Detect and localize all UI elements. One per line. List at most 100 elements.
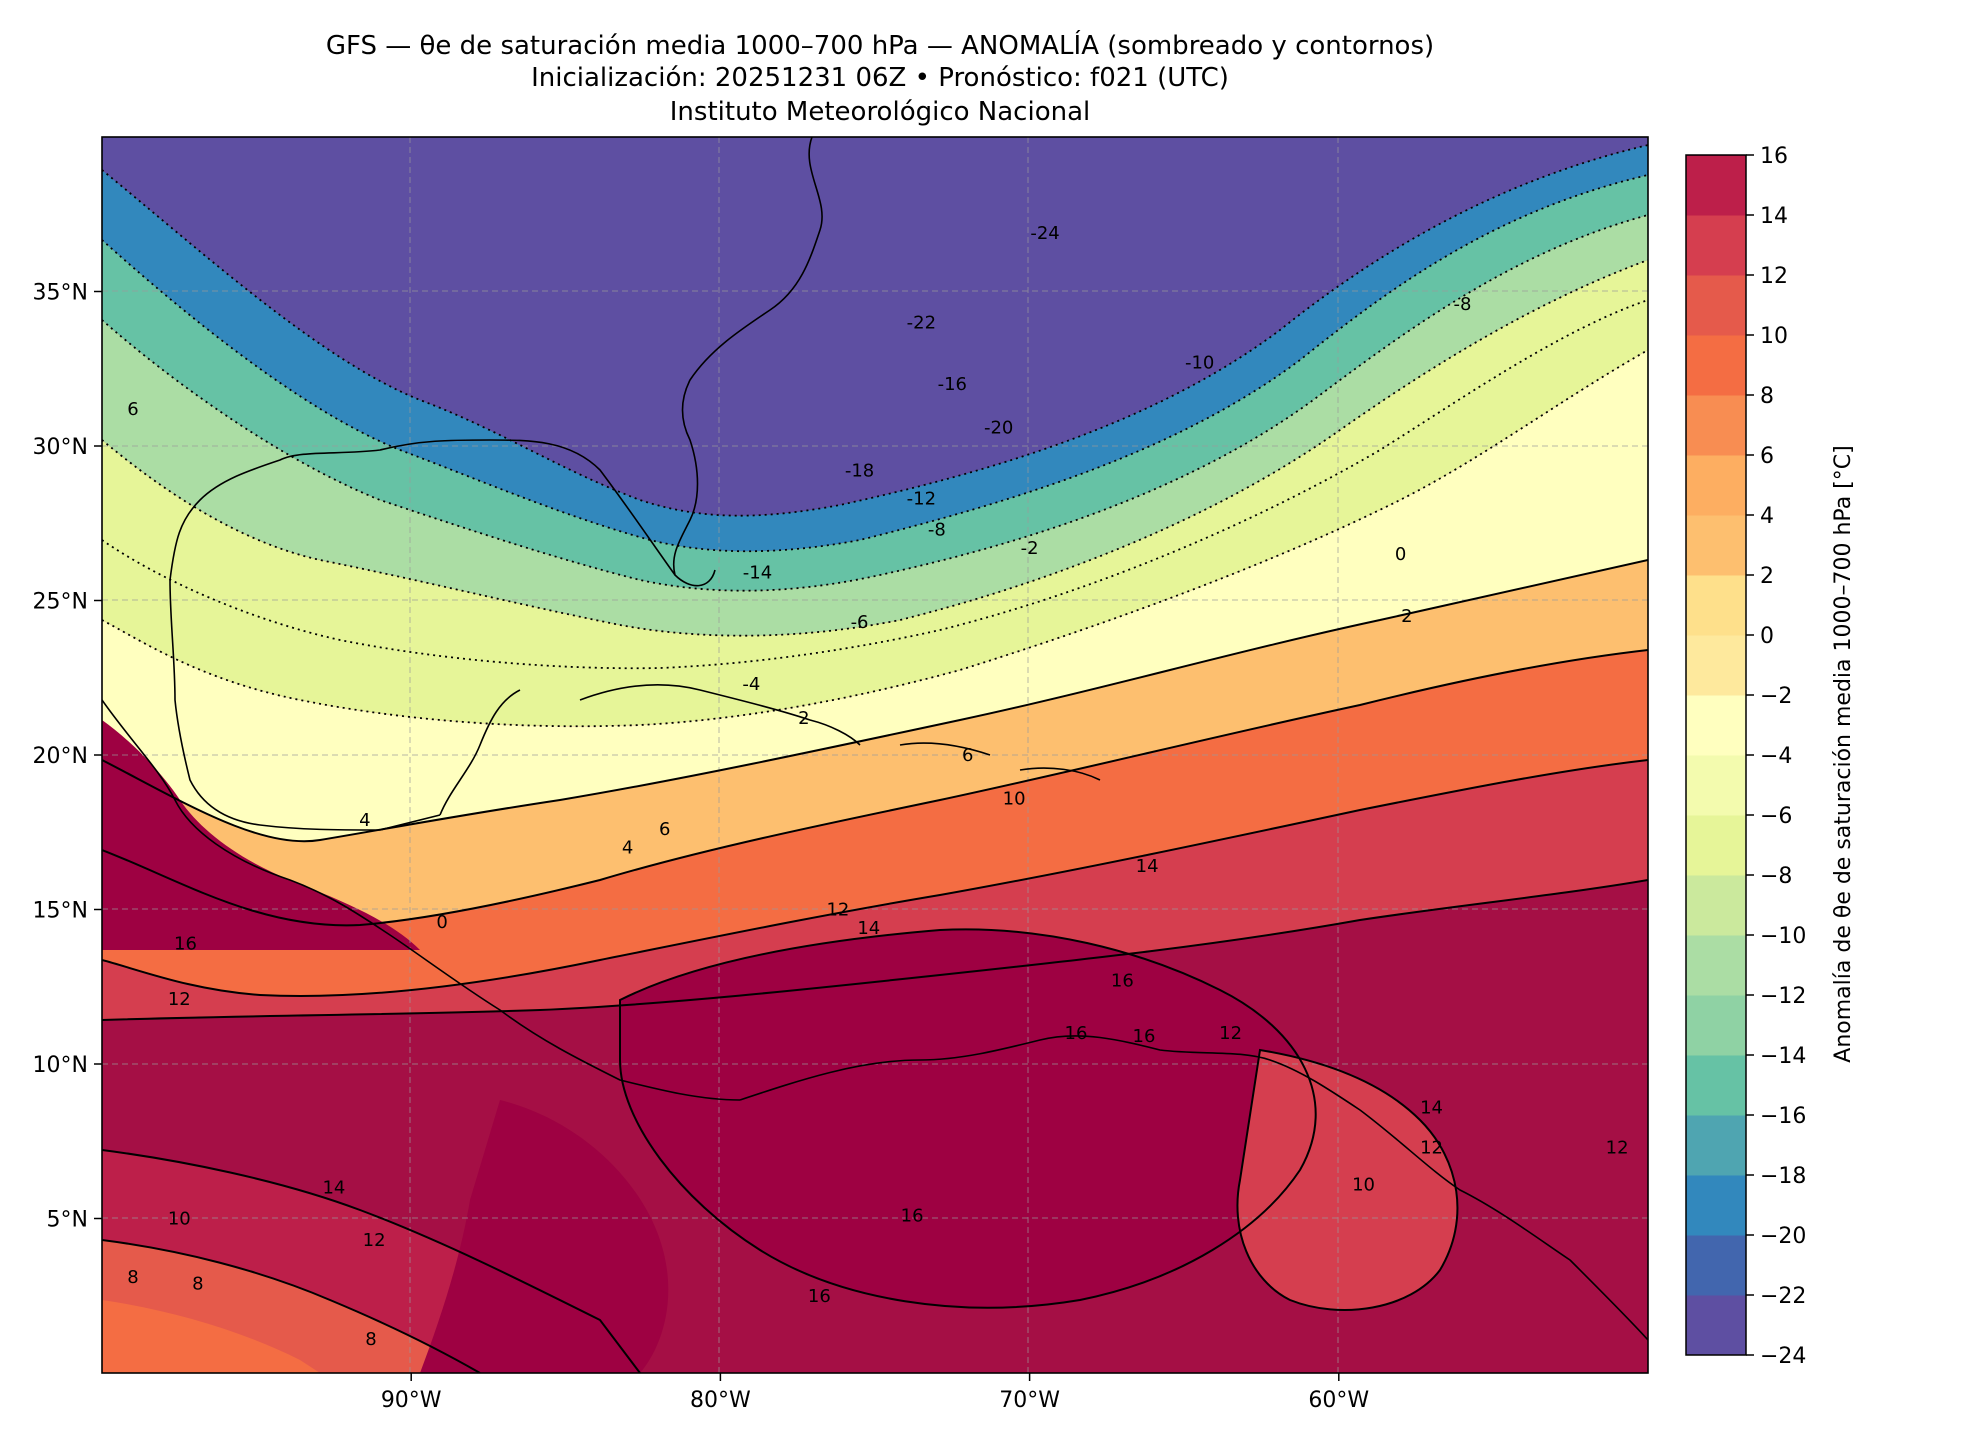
contour-label: 0 — [436, 912, 447, 933]
band-south-warm — [420, 1100, 669, 1373]
colorbar-segment — [1686, 755, 1746, 816]
contour-label: 16 — [901, 1205, 924, 1226]
colorbar-segment — [1686, 935, 1746, 996]
contour-label: -12 — [907, 489, 936, 510]
colorbar-tick-label: 6 — [1760, 444, 1774, 469]
contour-label: -10 — [1185, 353, 1214, 374]
band-caribbean-core — [620, 929, 1316, 1308]
contour-label: 14 — [322, 1178, 345, 1199]
band-cold-4 — [102, 215, 1648, 636]
contour-labels: -24 -22 -16 -20 -18 -12 -8 -2 -14 -6 -4 -10 -8 0 2 6 4 4 6… — [127, 223, 1628, 1350]
colorbar-tick-label: −18 — [1760, 1164, 1806, 1189]
contour-label: 2 — [798, 708, 809, 729]
contour-label: -4 — [742, 674, 760, 695]
contour-label: 12 — [363, 1230, 386, 1251]
colorbar-segment — [1686, 995, 1746, 1056]
colorbar-segment — [1686, 815, 1746, 876]
colorbar-segment — [1686, 875, 1746, 936]
colorbar-segment — [1686, 215, 1746, 276]
colorbar-tick-label: 12 — [1760, 264, 1788, 289]
x-tick-label: 70°W — [999, 1388, 1060, 1413]
contour-label: 12 — [1606, 1137, 1629, 1158]
colorbar-tick-label: −22 — [1760, 1284, 1806, 1309]
y-tick-label: 20°N — [33, 744, 88, 769]
band-cold-2 — [102, 145, 1648, 552]
y-tick-label: 30°N — [33, 435, 88, 460]
colorbar-segment — [1686, 1175, 1746, 1236]
band-warm-1 — [102, 560, 1648, 926]
contour-label: 10 — [1003, 788, 1026, 809]
colorbar-tick-label: −2 — [1760, 684, 1792, 709]
colorbar-segment — [1686, 395, 1746, 456]
colorbar-tick-label: −10 — [1760, 924, 1806, 949]
contour-label: 12 — [168, 989, 191, 1010]
contour-label: 6 — [127, 399, 138, 420]
colorbar-segment — [1686, 335, 1746, 396]
band-near-zero — [102, 350, 1648, 842]
contour-label: -20 — [984, 417, 1013, 438]
band-cold-3 — [102, 175, 1648, 591]
colorbar-tick-label: −24 — [1760, 1344, 1806, 1369]
colorbar-tick-label: −6 — [1760, 804, 1792, 829]
contour-label: 8 — [192, 1273, 203, 1294]
map-field — [102, 137, 1648, 1373]
colorbar-segment — [1686, 575, 1746, 636]
coastlines — [102, 137, 1648, 1341]
colorbar-segment — [1686, 455, 1746, 516]
y-tick-label: 35°N — [33, 281, 88, 306]
colorbar-tick-label: −16 — [1760, 1104, 1806, 1129]
contour-label: 4 — [622, 838, 633, 859]
contour-label: 2 — [1401, 606, 1412, 627]
axis-ticks: 90°W 80°W 70°W 60°W 35°N 30°N 25°N 20°N 15°N 10°N… — [33, 281, 1370, 1414]
y-tick-label: 25°N — [33, 590, 88, 615]
contour-label: -2 — [1021, 538, 1039, 559]
contour-label: 16 — [1133, 1026, 1156, 1047]
contours-positive — [102, 559, 1648, 1373]
colorbar-tick-label: 0 — [1760, 624, 1774, 649]
contour-label: 6 — [962, 745, 973, 766]
colorbar-tick-label: −4 — [1760, 744, 1792, 769]
contours-negative — [102, 144, 1648, 728]
band-pacific-6 — [102, 1300, 320, 1373]
x-tick-label: 80°W — [690, 1388, 751, 1413]
title-line-3: Instituto Meteorológico Nacional — [669, 97, 1091, 127]
contour-label: 12 — [1420, 1137, 1443, 1158]
y-tick-label: 10°N — [33, 1053, 88, 1078]
colorbar-tick-label: −8 — [1760, 864, 1792, 889]
contour-label: 16 — [1111, 971, 1134, 992]
colorbar-tick-label: 8 — [1760, 384, 1774, 409]
title-line-2: Inicialización: 20251231 06Z • Pronóstic… — [531, 63, 1229, 93]
colorbar-label: Anomalía de θe de saturación media 1000–… — [1831, 445, 1856, 1062]
contour-label: -14 — [743, 563, 772, 584]
colorbar-tick-label: −14 — [1760, 1044, 1806, 1069]
x-tick-label: 60°W — [1308, 1388, 1369, 1413]
y-tick-label: 15°N — [33, 899, 88, 924]
colorbar-tick-label: −12 — [1760, 984, 1806, 1009]
colorbar-segment — [1686, 1115, 1746, 1176]
contour-label: -8 — [1454, 294, 1472, 315]
contour-label: -16 — [938, 374, 967, 395]
title-line-1: GFS — θe de saturación media 1000–700 hP… — [325, 31, 1435, 61]
band-caribbean-12 — [1237, 1050, 1458, 1310]
colorbar-segment — [1686, 695, 1746, 756]
contour-label: 10 — [1352, 1175, 1375, 1196]
contour-label: 16 — [174, 933, 197, 954]
colorbar-tick-label: 2 — [1760, 564, 1774, 589]
contour-label: 16 — [808, 1286, 831, 1307]
colorbar-tick-label: 16 — [1760, 144, 1788, 169]
contour-label: 10 — [168, 1209, 191, 1230]
colorbar-segment — [1686, 1235, 1746, 1296]
contour-label: -24 — [1030, 223, 1059, 244]
contour-label: -6 — [851, 612, 869, 633]
colorbar-tick-label: 10 — [1760, 324, 1788, 349]
contour-label: 8 — [365, 1329, 376, 1350]
colorbar-segment — [1686, 515, 1746, 576]
contour-label: 16 — [1065, 1023, 1088, 1044]
colorbar-segment — [1686, 155, 1746, 216]
colorbar-tick-label: 4 — [1760, 504, 1774, 529]
colorbar-segment — [1686, 1055, 1746, 1116]
colorbar-segment — [1686, 1295, 1746, 1356]
x-tick-label: 90°W — [381, 1388, 442, 1413]
